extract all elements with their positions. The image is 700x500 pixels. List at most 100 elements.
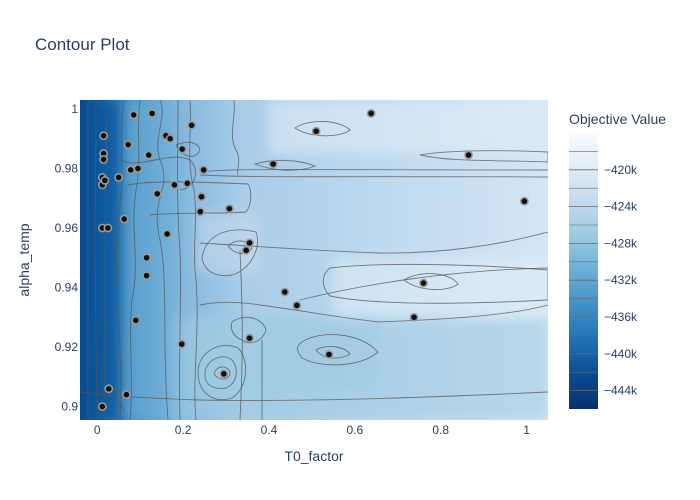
- contour-line: [322, 263, 548, 304]
- contour-line: [199, 169, 548, 173]
- colorbar-tick-label: −428k: [604, 236, 638, 250]
- x-tick-label: 0.2: [175, 423, 192, 437]
- contour-line: [94, 100, 98, 420]
- data-point: [268, 159, 278, 169]
- data-point: [199, 165, 209, 175]
- colorbar-title: Objective Value: [569, 111, 666, 127]
- data-point: [162, 229, 172, 239]
- colorbar: Objective Value −444k −440k −436k −432k −428…: [569, 111, 666, 409]
- data-point: [142, 271, 151, 281]
- data-point: [100, 175, 110, 185]
- contour-lines: [80, 100, 548, 420]
- colorbar-tick-label: −436k: [604, 310, 638, 324]
- colorbar-gradient: [569, 133, 598, 409]
- data-point: [182, 178, 192, 188]
- contour-line: [227, 240, 253, 254]
- contour-fill-layer: [80, 100, 548, 420]
- data-point: [419, 278, 428, 288]
- y-tick-label: 0.92: [55, 340, 79, 354]
- data-point: [280, 287, 290, 297]
- data-point: [366, 108, 376, 118]
- contour-region: [268, 100, 548, 154]
- sample-points: [97, 108, 529, 412]
- y-tick-label: 0.9: [61, 400, 78, 414]
- data-point: [464, 150, 473, 160]
- data-point: [147, 108, 157, 118]
- contour-line: [80, 391, 548, 401]
- x-tick-label: 0.8: [432, 423, 449, 437]
- contour-line: [156, 100, 169, 420]
- x-axis-title: T0_factor: [284, 448, 343, 464]
- data-point: [142, 253, 151, 263]
- data-point: [97, 402, 107, 412]
- y-axis: 0.9 0.92 0.94 0.96 0.98 1: [55, 102, 79, 414]
- data-point: [133, 164, 143, 173]
- colorbar-ticks: −444k −440k −436k −432k −428k −424k −420k: [569, 151, 638, 398]
- plot-area: [80, 100, 548, 420]
- data-point: [170, 180, 179, 190]
- data-point: [177, 339, 187, 349]
- y-tick-label: 0.94: [55, 281, 79, 295]
- data-point: [165, 134, 175, 144]
- colorbar-tick-label: −420k: [604, 163, 638, 177]
- data-point: [241, 245, 251, 255]
- data-point: [114, 172, 124, 182]
- contour-region: [333, 257, 548, 318]
- contour-line: [201, 229, 258, 277]
- data-point: [409, 312, 419, 322]
- contour-line: [199, 174, 548, 178]
- data-point: [324, 350, 334, 359]
- contour-line: [294, 121, 351, 137]
- data-point: [121, 390, 131, 400]
- x-tick-label: 0.6: [346, 423, 363, 437]
- colorbar-tick-label: −424k: [604, 200, 638, 214]
- x-tick-label: 0.4: [261, 423, 278, 437]
- contour-line: [299, 267, 548, 301]
- data-point: [197, 192, 206, 202]
- contour-line: [129, 100, 141, 420]
- data-point: [311, 126, 321, 136]
- data-point: [99, 155, 109, 164]
- data-point: [152, 189, 162, 199]
- contour-line: [197, 345, 247, 400]
- contour-line: [315, 346, 351, 359]
- data-point: [144, 150, 154, 160]
- contour-line: [239, 249, 243, 420]
- colorbar-tick-label: −444k: [604, 384, 638, 398]
- contour-line: [419, 150, 548, 163]
- contour-line: [189, 100, 198, 420]
- data-point: [103, 223, 113, 233]
- chart-title: Contour Plot: [35, 35, 130, 54]
- data-point: [519, 196, 529, 206]
- data-point: [292, 300, 302, 310]
- data-point: [129, 110, 139, 120]
- data-point: [119, 214, 129, 224]
- colorbar-tick-label: −440k: [604, 347, 638, 361]
- contour-line: [204, 356, 237, 389]
- data-point: [123, 140, 133, 150]
- contour-line: [403, 273, 459, 290]
- data-point: [219, 369, 229, 379]
- y-axis-title: alpha_temp: [16, 223, 32, 296]
- data-point: [187, 120, 197, 130]
- data-point: [245, 333, 254, 343]
- data-point: [225, 204, 234, 214]
- contour-line: [213, 366, 231, 380]
- contour-line: [199, 231, 548, 254]
- contour-line: [199, 301, 548, 323]
- data-point: [126, 165, 136, 175]
- x-tick-label: 0: [94, 423, 101, 437]
- contour-line: [115, 100, 125, 420]
- x-axis: 0 0.2 0.4 0.6 0.8 1: [94, 423, 530, 437]
- contour-line: [103, 100, 109, 420]
- y-tick-label: 1: [71, 102, 78, 116]
- data-point: [99, 131, 109, 141]
- data-point: [245, 238, 254, 248]
- data-point: [104, 384, 114, 394]
- y-tick-label: 0.96: [55, 221, 79, 235]
- contour-line: [231, 100, 240, 176]
- colorbar-tick-label: −432k: [604, 273, 638, 287]
- x-tick-label: 1: [523, 423, 530, 437]
